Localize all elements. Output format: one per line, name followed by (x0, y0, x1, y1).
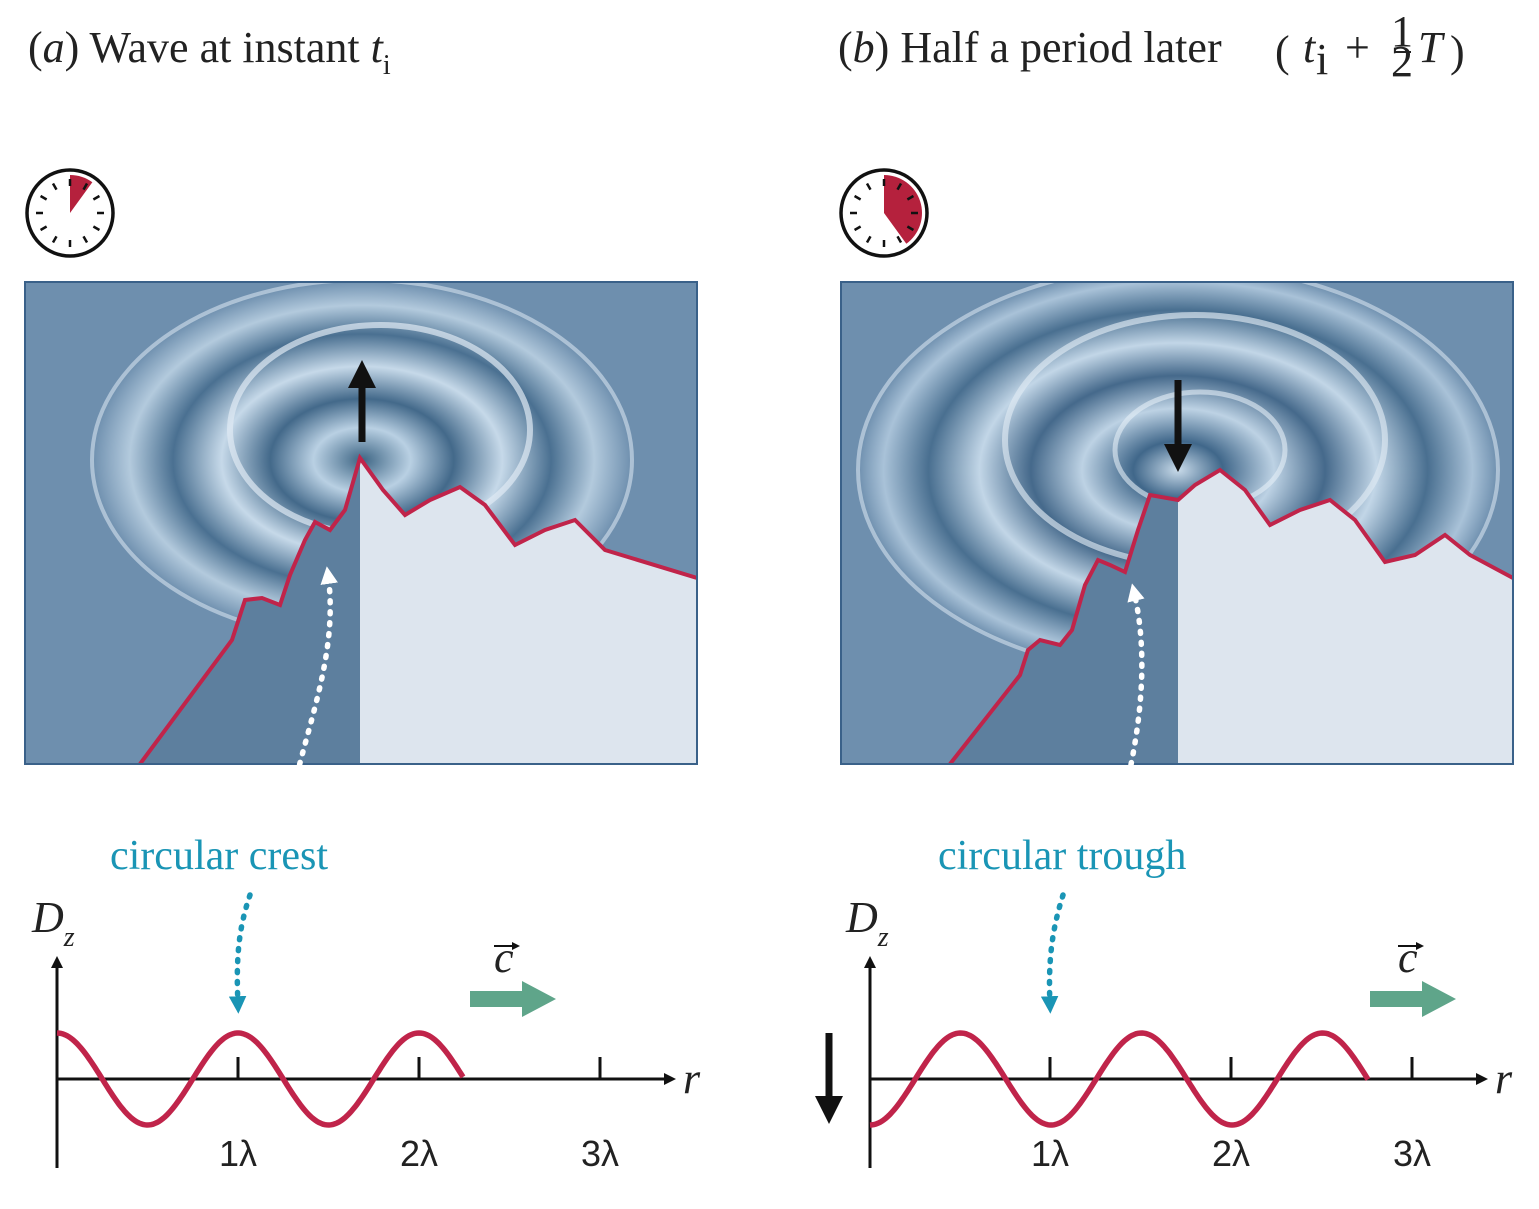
trough-pointer-up (1115, 583, 1145, 821)
clock-tick (92, 225, 101, 232)
cross-section-left (140, 458, 360, 764)
wave-profile-line (138, 453, 697, 764)
y-axis-label: Dz (31, 893, 75, 953)
wave-profile-line (948, 467, 1513, 764)
clock-icon (839, 168, 929, 258)
crest-pointer-up (285, 566, 338, 821)
tick-label-2: 2λ (400, 1133, 438, 1174)
panel-b-title: (b) Half a period later (838, 23, 1222, 72)
wave-curve (56, 1030, 466, 1128)
tick-label-3: 3λ (581, 1133, 619, 1174)
tick-label-1: 1λ (1031, 1133, 1069, 1174)
svg-text:2: 2 (1391, 37, 1413, 86)
velocity-arrow-icon (470, 981, 556, 1017)
svg-text:T: T (1418, 23, 1446, 72)
tick-label-2: 2λ (1212, 1133, 1250, 1174)
svg-text:1: 1 (1391, 7, 1413, 56)
trough-pointer-down (1040, 892, 1066, 1014)
svg-text:): ) (1450, 27, 1465, 76)
y-axis-label: Dz (845, 893, 889, 953)
svg-text:i: i (1316, 35, 1328, 84)
svg-text:t: t (1303, 23, 1317, 72)
graph-a: Dz r 1λ 2λ 3λ c (31, 893, 701, 1174)
clock-tick (51, 235, 58, 244)
callout-circular-crest: circular crest (110, 833, 328, 879)
panel-a: (a) Wave at instant ti circular crest (24, 23, 701, 1174)
wave-curve (869, 1030, 1371, 1128)
callout-circular-trough: circular trough (938, 833, 1186, 879)
ripple-surface (841, 282, 1513, 764)
clock-tick (906, 225, 915, 232)
clock-tick (51, 182, 58, 191)
x-axis-label: r (683, 1054, 701, 1103)
clock-tick (853, 194, 862, 201)
clock-tick (82, 235, 89, 244)
svg-text:(: ( (1275, 27, 1290, 76)
panel-b-title-formula: ( t i + 1 2 T ) (1275, 7, 1465, 86)
cross-section (1178, 470, 1513, 764)
panel-b: (b) Half a period later ( t i + 1 2 T ) (815, 7, 1514, 1174)
crest-pointer-down (228, 892, 253, 1014)
clock-tick (82, 182, 89, 191)
clock-elapsed-sector (884, 175, 923, 244)
clock-icon (25, 168, 115, 258)
clock-tick (896, 182, 903, 191)
clock-tick (865, 182, 872, 191)
velocity-arrow-icon (1370, 981, 1456, 1017)
x-axis-label: r (1495, 1054, 1513, 1103)
clock-tick (853, 225, 862, 232)
clock-tick (906, 194, 915, 201)
clock-tick (896, 235, 903, 244)
clock-tick (92, 194, 101, 201)
panel-a-title: (a) Wave at instant ti (28, 23, 391, 81)
velocity-label: c (1398, 933, 1418, 982)
tick-label-3: 3λ (1393, 1133, 1431, 1174)
ripple-surface (25, 282, 697, 764)
clock-tick (39, 225, 48, 232)
velocity-label: c (494, 933, 514, 982)
graph-b: Dz r 1λ 2λ 3λ c (815, 893, 1513, 1174)
svg-text:+: + (1345, 23, 1370, 72)
clock-tick (39, 194, 48, 201)
clock-tick (865, 235, 872, 244)
cross-section-left (950, 495, 1178, 764)
tick-label-1: 1λ (219, 1133, 257, 1174)
cross-section (360, 458, 697, 764)
